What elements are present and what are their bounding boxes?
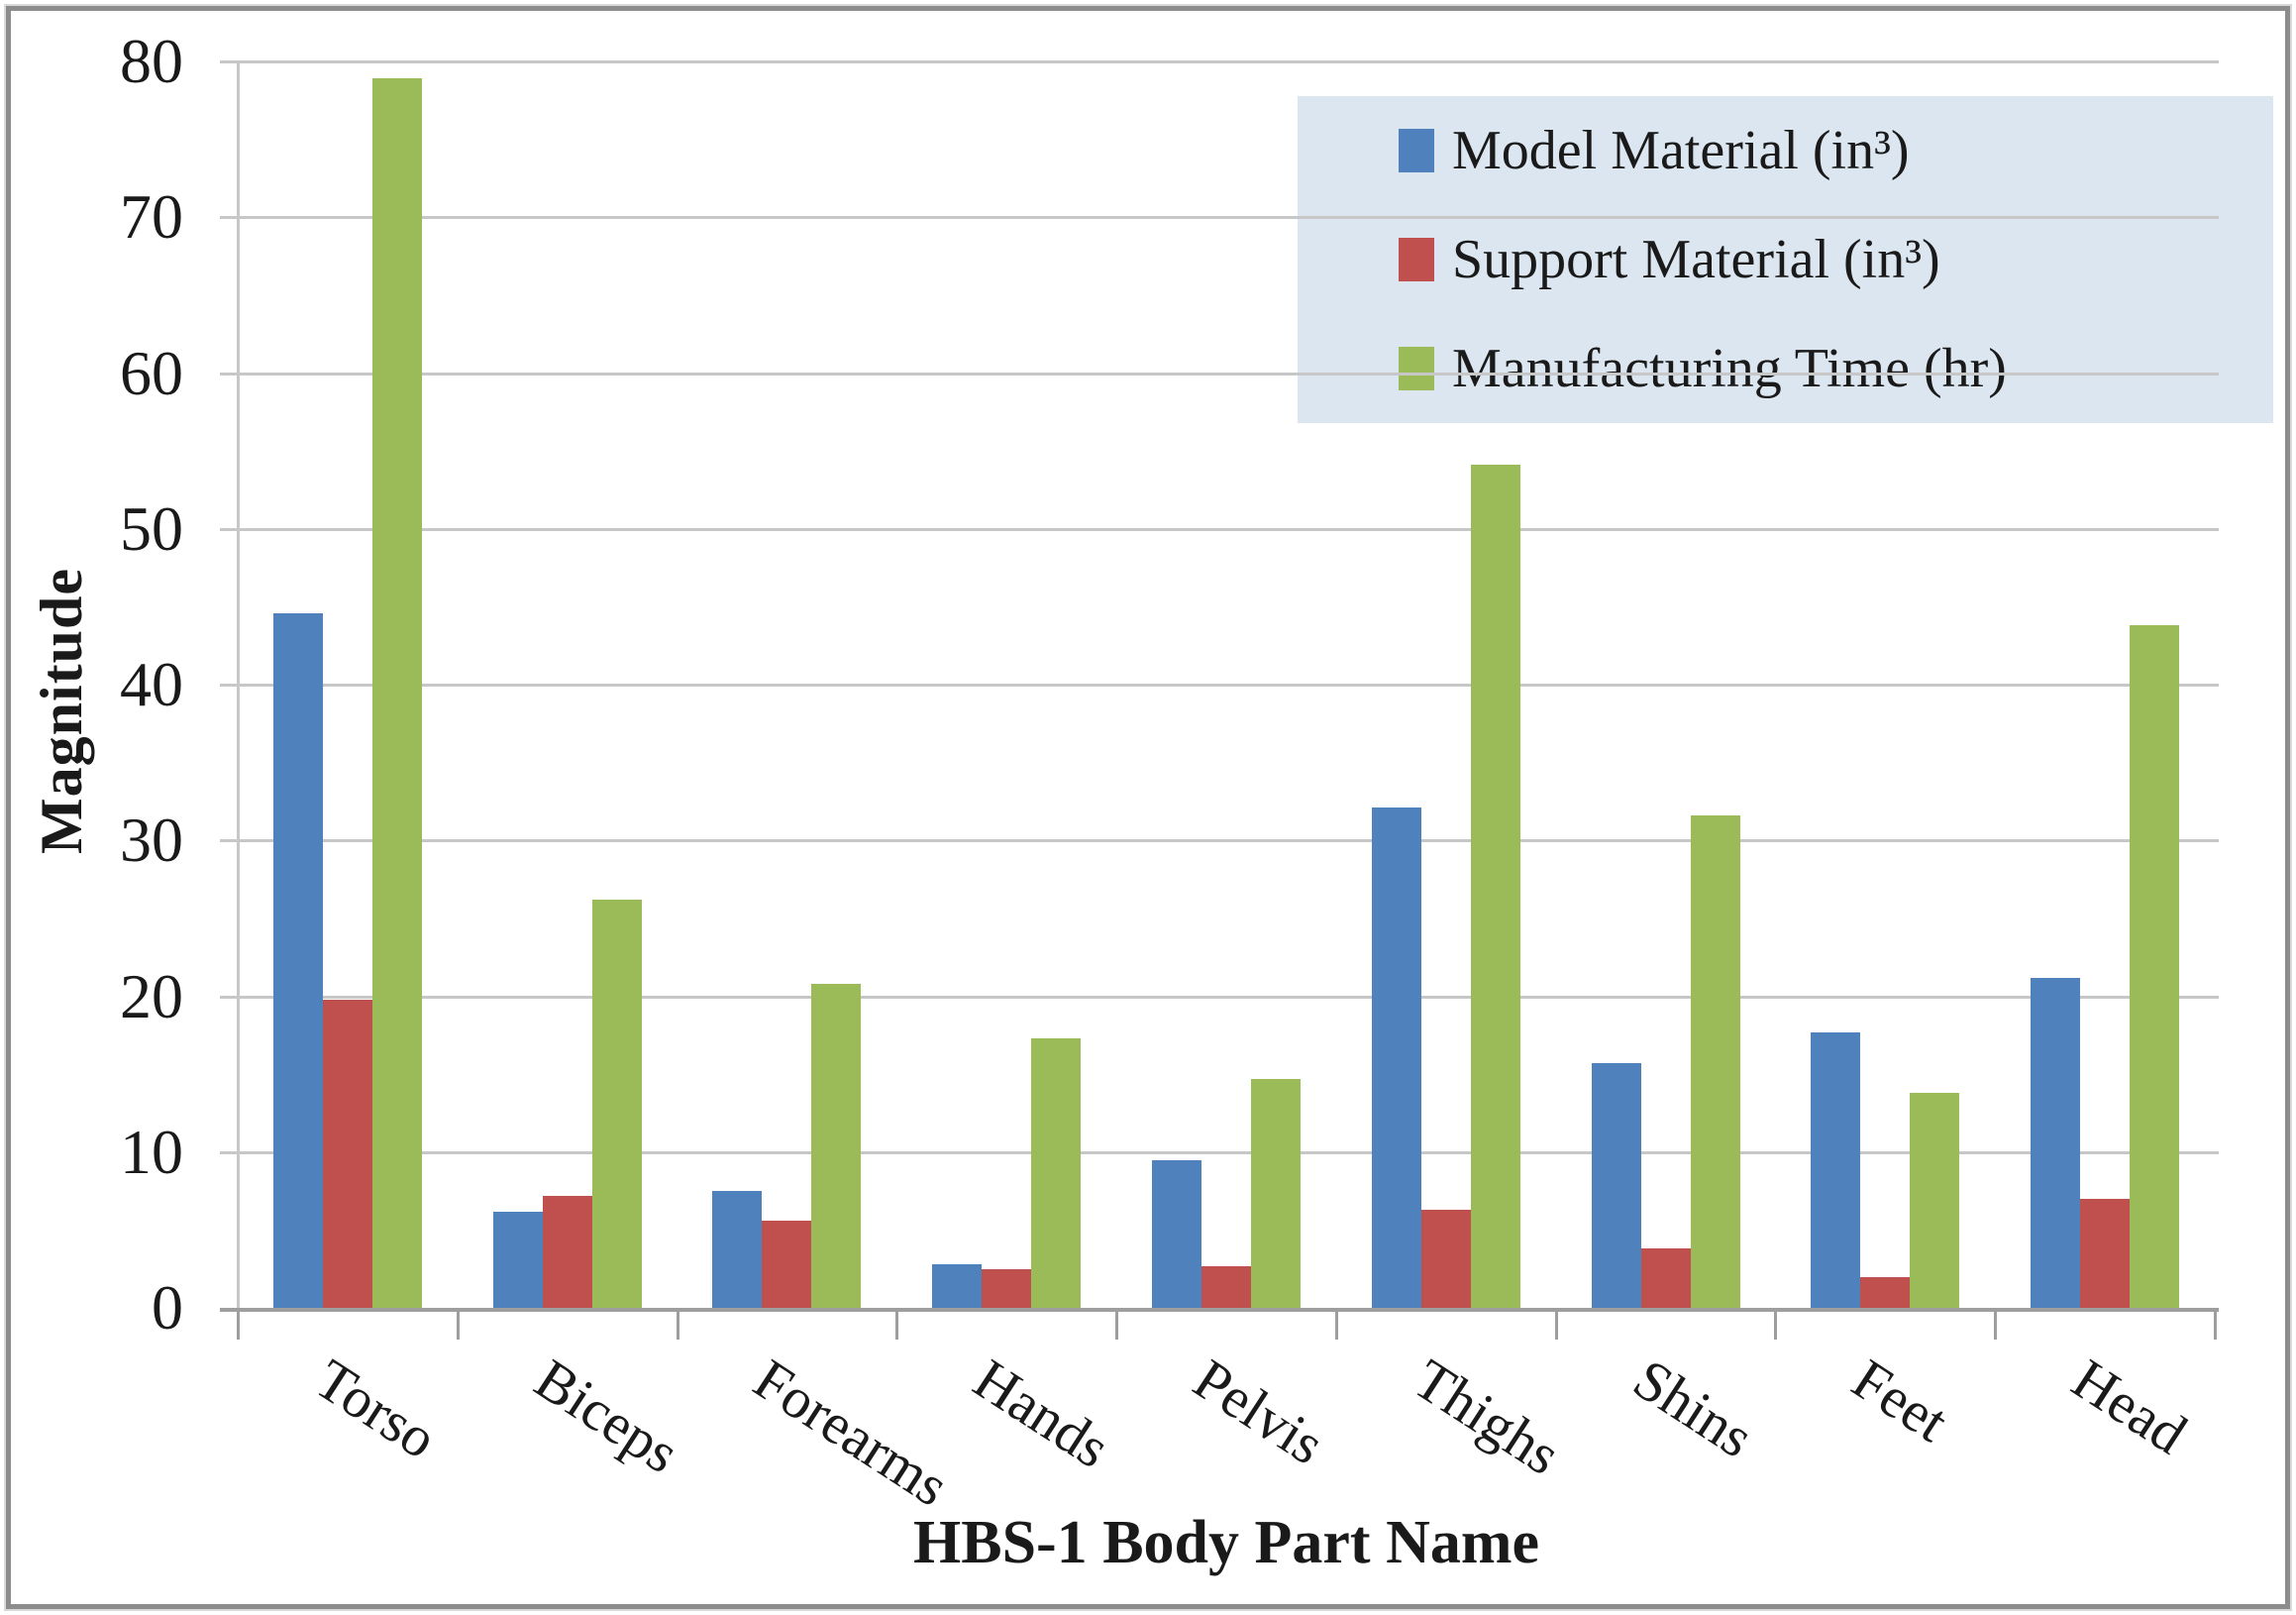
legend-item: Model Material (in³) [1399, 119, 2273, 182]
x-axis-category-label: Biceps [523, 1346, 690, 1486]
bar [272, 612, 323, 1308]
y-axis-tick-label: 80 [120, 26, 183, 96]
bar [1591, 1063, 1641, 1308]
bar [2080, 1198, 2131, 1308]
x-axis-tick [676, 1312, 679, 1340]
horizontal-gridline [220, 684, 2219, 687]
bar [1860, 1276, 1911, 1308]
x-axis-tick [895, 1312, 899, 1340]
bar [1251, 1078, 1301, 1308]
bar [2130, 625, 2180, 1308]
bar [982, 1268, 1032, 1308]
x-axis-tick [1115, 1312, 1119, 1340]
horizontal-gridline [220, 60, 2219, 63]
bar [1371, 808, 1421, 1308]
bar [1640, 1248, 1691, 1308]
horizontal-gridline [220, 216, 2219, 220]
x-axis-category-label: Shins [1621, 1346, 1765, 1470]
legend-swatch [1399, 238, 1434, 281]
y-axis-tick-label: 30 [120, 805, 183, 876]
bar [1152, 1159, 1201, 1308]
bar [591, 900, 642, 1308]
x-axis-tick [1774, 1312, 1778, 1340]
horizontal-gridline [220, 1150, 2219, 1154]
legend: Model Material (in³) Support Material (in… [1298, 96, 2273, 423]
bar [371, 78, 422, 1308]
bar [1690, 815, 1740, 1308]
x-axis-title: HBS-1 Body Part Name [912, 1509, 1540, 1576]
legend-item-label: Model Material (in³) [1452, 120, 1910, 181]
bar [762, 1220, 812, 1308]
bar [492, 1211, 543, 1308]
x-axis-category-label: Pelvis [1183, 1346, 1336, 1477]
legend-item: Support Material (in³) [1399, 228, 2273, 291]
y-axis-tick-label: 0 [152, 1272, 183, 1343]
bar [1910, 1092, 1960, 1308]
y-axis-tick-label: 20 [120, 960, 183, 1031]
x-axis-category-label: Feet [1841, 1346, 1960, 1454]
horizontal-gridline [220, 995, 2219, 999]
x-axis-tick [456, 1312, 460, 1340]
y-axis-title: Magnitude [29, 567, 94, 854]
x-axis-category-label: Hands [963, 1346, 1121, 1481]
bar [322, 999, 372, 1308]
bar [1201, 1265, 1251, 1308]
y-axis-tick-label: 50 [120, 492, 183, 564]
horizontal-gridline [220, 372, 2219, 376]
y-axis-tick-label: 40 [120, 649, 183, 719]
bar [1470, 465, 1520, 1308]
bar [1811, 1031, 1861, 1308]
horizontal-gridline [220, 839, 2219, 843]
bar [712, 1191, 763, 1308]
bar [811, 983, 862, 1308]
x-axis-tick [237, 1312, 240, 1340]
y-axis-tick-label: 60 [120, 337, 183, 408]
x-axis-category-label: Forearms [743, 1346, 961, 1519]
legend-item-label: Manufacturing Time (hr) [1452, 338, 2007, 399]
x-axis-category-label: Torso [303, 1346, 449, 1471]
y-axis-line [237, 61, 240, 1336]
legend-swatch [1399, 347, 1434, 390]
x-axis-tick [2214, 1312, 2217, 1340]
x-axis-tick [1334, 1312, 1338, 1340]
legend-item: Manufacturing Time (hr) [1399, 337, 2273, 400]
x-axis-tick [1994, 1312, 1998, 1340]
x-axis-line [220, 1308, 2219, 1312]
y-axis-tick-label: 10 [120, 1116, 183, 1187]
legend-swatch [1399, 129, 1434, 172]
bar [932, 1263, 983, 1308]
bar [2031, 977, 2081, 1308]
horizontal-gridline [220, 527, 2219, 531]
y-axis-tick-label: 70 [120, 181, 183, 253]
x-axis-category-label: Thighs [1402, 1346, 1572, 1488]
legend-item-label: Support Material (in³) [1452, 229, 1940, 290]
bar [542, 1195, 592, 1308]
x-axis-tick [1554, 1312, 1558, 1340]
bar [1031, 1037, 1082, 1308]
x-axis-category-label: Head [2061, 1346, 2199, 1467]
bar [1420, 1209, 1471, 1308]
